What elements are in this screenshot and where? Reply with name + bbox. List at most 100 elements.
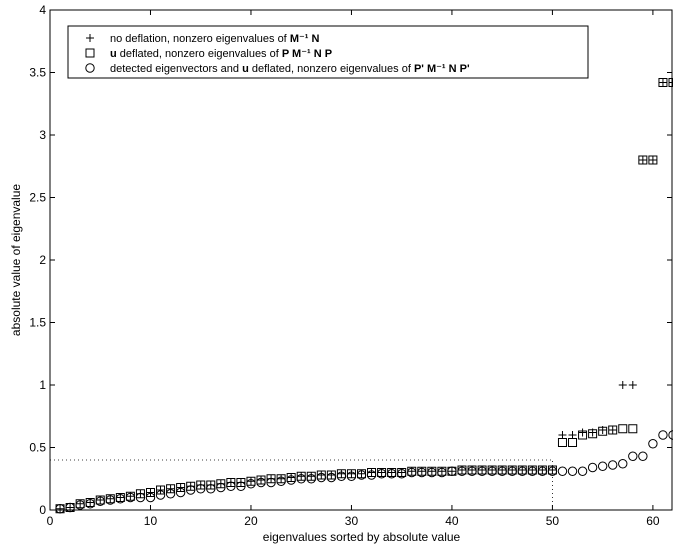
plus-point — [347, 469, 356, 478]
circle-point — [658, 430, 668, 440]
plus-point — [648, 156, 657, 164]
plus-point — [528, 466, 537, 474]
plus-point — [337, 469, 346, 478]
plus-point — [578, 428, 587, 437]
plus-point — [257, 476, 266, 484]
plus-point — [317, 471, 326, 479]
plus-point — [468, 466, 477, 474]
legend-circle-marker — [85, 63, 95, 73]
legend-entry-label: detected eigenvectors and u deflated, no… — [110, 63, 470, 75]
plus-point — [478, 466, 487, 474]
x-tick-label: 0 — [47, 514, 54, 528]
plus-point — [669, 78, 673, 87]
circle-point — [577, 466, 588, 476]
y-tick-label: 2 — [39, 253, 46, 267]
plus-point — [357, 469, 366, 478]
circle-point — [638, 451, 648, 461]
x-tick-label: 40 — [445, 514, 459, 528]
x-tick-label: 60 — [646, 514, 660, 528]
y-tick-label: 3.5 — [29, 66, 46, 80]
plus-point — [598, 426, 607, 434]
plus-point — [76, 499, 85, 508]
legend-box — [67, 25, 589, 79]
plus-point — [488, 466, 497, 474]
plus-point — [176, 483, 185, 492]
x-tick-label: 50 — [546, 514, 560, 528]
circle-point — [597, 461, 608, 471]
plus-point — [608, 426, 617, 434]
circle-point — [628, 451, 638, 461]
square-point — [557, 438, 567, 447]
data-markers — [55, 78, 673, 514]
y-tick-label: 0 — [39, 503, 46, 517]
legend-entry-label: u deflated, nonzero eigenvalues of P M⁻¹… — [110, 48, 332, 60]
plus-point — [186, 482, 195, 491]
plus-point — [56, 504, 65, 513]
plus-point — [618, 381, 627, 389]
plus-point — [427, 467, 436, 476]
x-axis-label: eigenvalues sorted by absolute value — [263, 530, 461, 544]
plus-point — [86, 498, 95, 507]
legend: no deflation, nonzero eigenvalues of M⁻¹… — [67, 25, 589, 79]
y-tick-label: 3 — [39, 128, 46, 142]
plus-point — [246, 477, 255, 486]
y-tick-label: 1.5 — [29, 316, 46, 330]
plus-point — [377, 468, 386, 477]
plus-point — [116, 493, 125, 502]
plus-point — [96, 496, 105, 504]
square-point — [618, 424, 628, 434]
axis-ticks: 0 10 20 30 40 50 60 0 0.5 1 1.5 2 2.5 3 3.5 4 — [29, 3, 672, 528]
plus-point — [437, 467, 446, 476]
plus-point — [146, 488, 155, 497]
plus-point — [387, 468, 396, 477]
x-tick-label: 10 — [144, 514, 158, 528]
plus-point — [236, 478, 245, 487]
plus-point — [297, 472, 306, 481]
plus-point — [216, 479, 225, 488]
plus-point — [407, 467, 416, 476]
plus-point — [196, 481, 205, 489]
plus-point — [417, 467, 426, 476]
plus-point — [206, 481, 215, 489]
plus-point — [548, 466, 557, 474]
plus-point — [638, 156, 647, 164]
legend-square-marker — [85, 48, 95, 58]
y-tick-label: 4 — [39, 3, 46, 17]
plus-point — [457, 466, 466, 474]
square-point — [568, 438, 578, 447]
plus-point — [226, 478, 235, 487]
y-tick-label: 2.5 — [29, 191, 46, 205]
plus-point — [166, 484, 175, 493]
plus-point — [136, 489, 145, 498]
circle-point — [608, 460, 618, 470]
plus-point — [568, 431, 577, 439]
plus-point — [106, 494, 115, 503]
y-tick-label: 0.5 — [29, 441, 46, 455]
circle-point — [648, 439, 658, 449]
circle-point — [557, 466, 568, 476]
x-tick-label: 30 — [345, 514, 359, 528]
plus-point — [277, 474, 286, 483]
square-point — [628, 424, 638, 434]
plus-point — [538, 466, 547, 474]
plus-point — [287, 473, 296, 482]
plus-point — [367, 468, 376, 477]
plus-point — [518, 466, 527, 474]
plus-point — [508, 466, 517, 474]
plus-point — [307, 472, 316, 481]
plus-point — [498, 466, 507, 474]
plus-point — [558, 431, 567, 439]
y-tick-label: 1 — [39, 378, 46, 392]
plus-point — [397, 468, 406, 477]
circle-point — [618, 459, 628, 469]
plus-point — [658, 78, 667, 87]
plus-point — [267, 474, 276, 483]
x-tick-label: 20 — [244, 514, 258, 528]
reference-lines — [50, 459, 553, 510]
plus-point — [126, 492, 135, 501]
legend-plus-marker — [86, 34, 94, 42]
circle-point — [567, 466, 578, 476]
plus-point — [327, 471, 336, 479]
circle-point — [587, 462, 598, 473]
